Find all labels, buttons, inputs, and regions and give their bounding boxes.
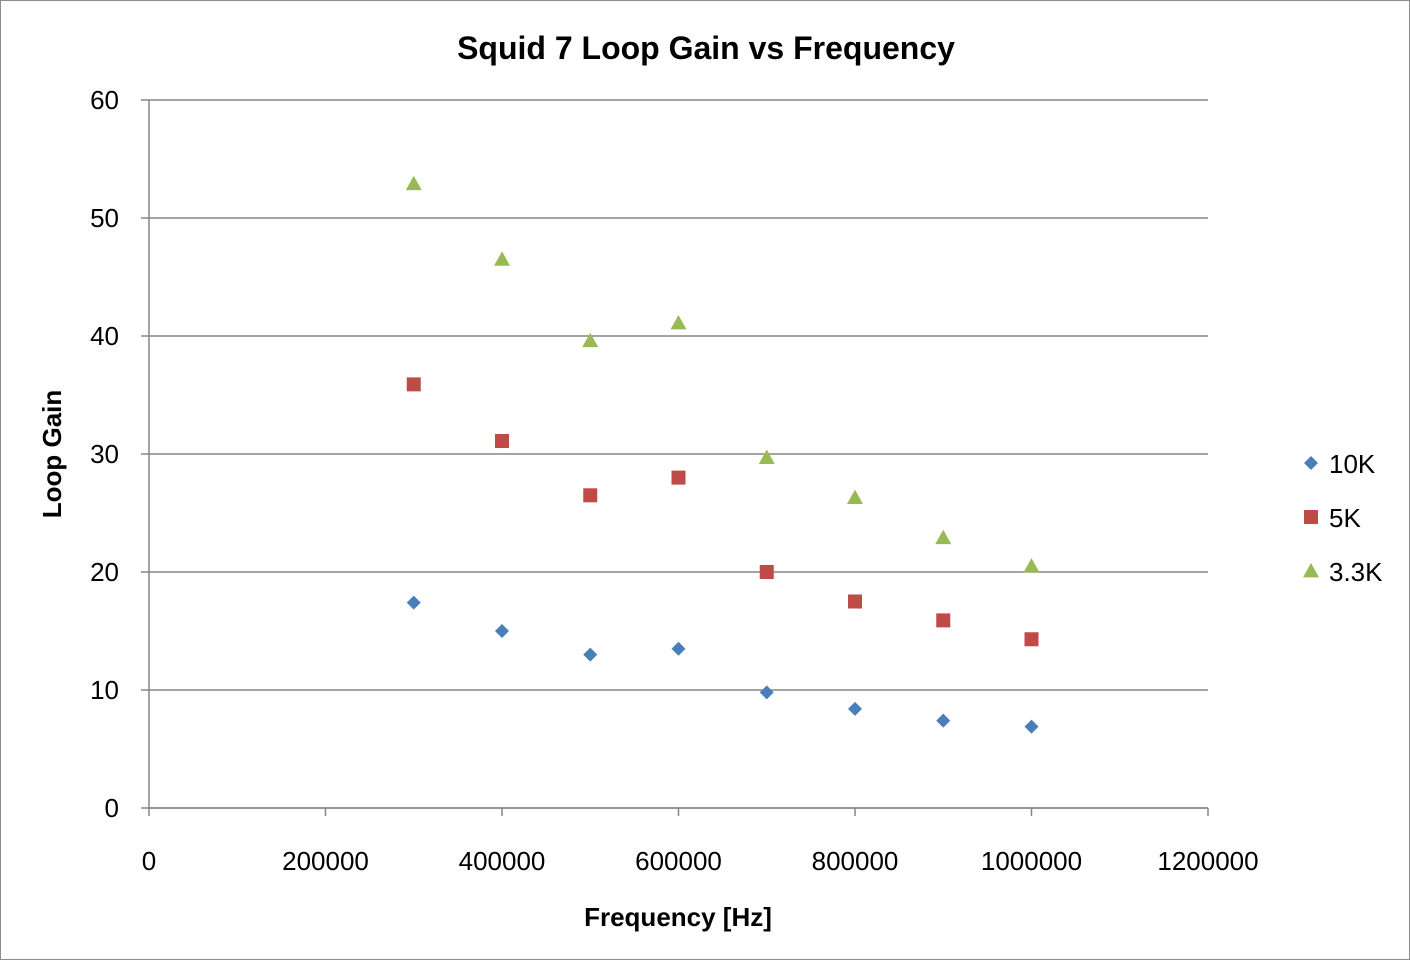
y-tick-label: 30 — [90, 439, 119, 469]
data-point-3-3k — [935, 529, 952, 545]
x-tick-label: 800000 — [812, 846, 899, 876]
x-tick-label: 600000 — [635, 846, 722, 876]
y-tick-label: 20 — [90, 557, 119, 587]
tick-labels: 0 10 20 30 40 50 60 0 200000 400000 600000 800000 10… — [90, 85, 1259, 876]
x-tick-label: 400000 — [459, 846, 546, 876]
data-point-3-3k — [582, 332, 599, 348]
legend-label: 3.3K — [1329, 557, 1383, 587]
legend-label: 5K — [1329, 503, 1361, 533]
data-points — [405, 175, 1040, 734]
data-point-3-3k — [758, 449, 775, 464]
data-point-10k — [759, 685, 774, 700]
data-point-10k — [671, 641, 686, 656]
y-axis-title: Loop Gain — [37, 390, 67, 519]
y-tick-label: 10 — [90, 675, 119, 705]
data-point-5k — [583, 488, 598, 503]
data-point-10k — [848, 701, 862, 716]
y-tick-label: 0 — [105, 793, 119, 823]
chart-title: Squid 7 Loop Gain vs Frequency — [457, 30, 955, 66]
legend-label: 10K — [1329, 449, 1376, 479]
data-point-5k — [406, 377, 421, 392]
data-point-3-3k — [1023, 558, 1040, 573]
x-tick-label: 200000 — [282, 846, 369, 876]
data-point-10k — [1024, 719, 1039, 734]
legend: 10K 5K 3.3K — [1303, 449, 1383, 587]
y-tick-label: 50 — [90, 203, 119, 233]
x-tick-label: 1000000 — [981, 846, 1082, 876]
data-point-5k — [495, 434, 509, 449]
data-point-5k — [671, 470, 686, 485]
data-point-3-3k — [405, 175, 422, 191]
data-point-5k — [848, 594, 862, 609]
x-axis-title: Frequency [Hz] — [584, 902, 772, 932]
data-point-5k — [1024, 632, 1039, 647]
data-point-10k — [495, 624, 509, 638]
data-point-3-3k — [847, 489, 863, 505]
data-point-3-3k — [494, 251, 510, 266]
data-point-10k — [936, 713, 951, 728]
legend-marker-3-3k — [1303, 563, 1319, 578]
axes — [141, 99, 1209, 816]
data-point-10k — [583, 647, 598, 662]
y-tick-label: 60 — [90, 85, 119, 115]
data-point-10k — [406, 595, 421, 610]
data-point-3-3k — [670, 315, 687, 330]
x-tick-label: 1200000 — [1157, 846, 1258, 876]
data-point-5k — [936, 613, 951, 628]
gridlines — [149, 99, 1208, 809]
legend-marker-5k — [1304, 510, 1318, 524]
y-tick-label: 40 — [90, 321, 119, 351]
x-tick-label: 0 — [142, 846, 156, 876]
data-point-5k — [759, 565, 774, 579]
legend-marker-10k — [1304, 456, 1318, 470]
